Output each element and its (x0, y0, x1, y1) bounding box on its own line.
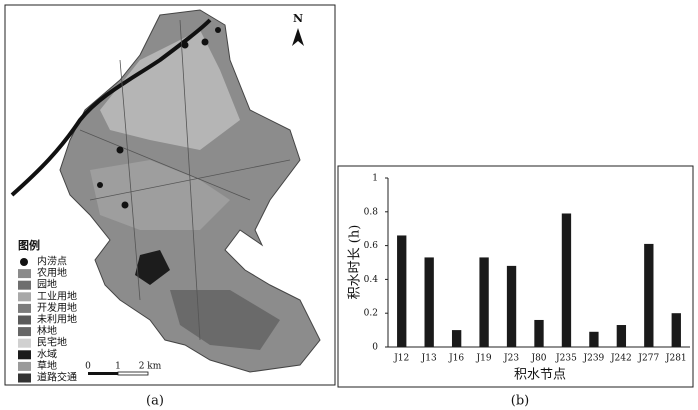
bar (671, 313, 681, 347)
y-tick-label: 0.2 (364, 309, 378, 319)
legend-swatch (18, 269, 31, 279)
legend-title: 图例 (18, 238, 40, 252)
legend-label: 林地 (37, 324, 57, 337)
legend-swatch (18, 338, 31, 348)
x-tick-label: J13 (421, 354, 437, 364)
bar (561, 213, 572, 347)
north-label: N (293, 12, 303, 25)
bar (451, 330, 462, 347)
x-tick-label: J242 (610, 354, 632, 364)
plot-area: 0 0.2 0.4 0.6 0.8 1 J12 J13 J16 J19 J23 J80 J235 J239… (364, 174, 690, 364)
bar (506, 265, 517, 347)
bar (644, 243, 654, 347)
legend-swatch (18, 373, 31, 383)
legend-label: 未利用地 (37, 313, 77, 326)
y-tick-label: 0.8 (364, 207, 379, 217)
y-tick-label: 0.4 (364, 275, 379, 285)
scale-bar (88, 371, 149, 376)
bar (589, 331, 599, 347)
legend-swatch (18, 315, 31, 325)
x-tick-label: J23 (503, 354, 519, 364)
caption: (b) (511, 394, 529, 409)
y-axis-label: 积水时长 (h) (348, 225, 363, 300)
x-tick-label: J235 (555, 354, 577, 364)
legend-swatch (20, 258, 28, 266)
map (10, 9, 321, 373)
legend-swatch (18, 303, 31, 313)
y-tick-label: 0.6 (364, 241, 379, 251)
x-tick-label: J281 (665, 354, 687, 364)
legend-label: 水域 (37, 347, 57, 360)
legend-label: 草地 (37, 359, 57, 372)
bar (424, 257, 434, 347)
legend-swatch (18, 292, 31, 302)
legend-label: 道路交通 (37, 371, 77, 384)
scale-label: 1 (115, 362, 121, 372)
legend-swatch (18, 350, 31, 360)
legend-swatch (18, 327, 31, 337)
bar (397, 235, 407, 347)
x-tick-label: J19 (476, 354, 492, 364)
bar (479, 257, 489, 347)
legend-label: 内涝点 (37, 255, 67, 268)
x-tick-label: J239 (583, 354, 605, 364)
x-tick-label: J277 (637, 354, 659, 364)
x-tick-label: J16 (448, 354, 464, 364)
x-tick-label: J12 (393, 354, 409, 364)
scale-label: 0 (85, 362, 91, 372)
x-tick-label: J80 (530, 354, 546, 364)
y-tick-label: 0 (372, 343, 378, 353)
legend-label: 园地 (37, 278, 57, 291)
caption: (a) (146, 394, 164, 409)
x-axis-label: 积水节点 (514, 368, 566, 383)
north-arrow: N (292, 12, 304, 46)
bar (616, 325, 627, 347)
scale-label: 2 km (139, 362, 162, 372)
legend-swatch (18, 280, 31, 290)
bar (534, 319, 544, 347)
y-tick-label: 1 (372, 174, 378, 184)
legend-label: 工业用地 (37, 289, 77, 302)
legend-label: 农用地 (37, 266, 67, 279)
legend-label: 开发用地 (37, 301, 77, 314)
legend-swatch (18, 361, 31, 371)
legend-label: 民宅地 (37, 336, 67, 349)
